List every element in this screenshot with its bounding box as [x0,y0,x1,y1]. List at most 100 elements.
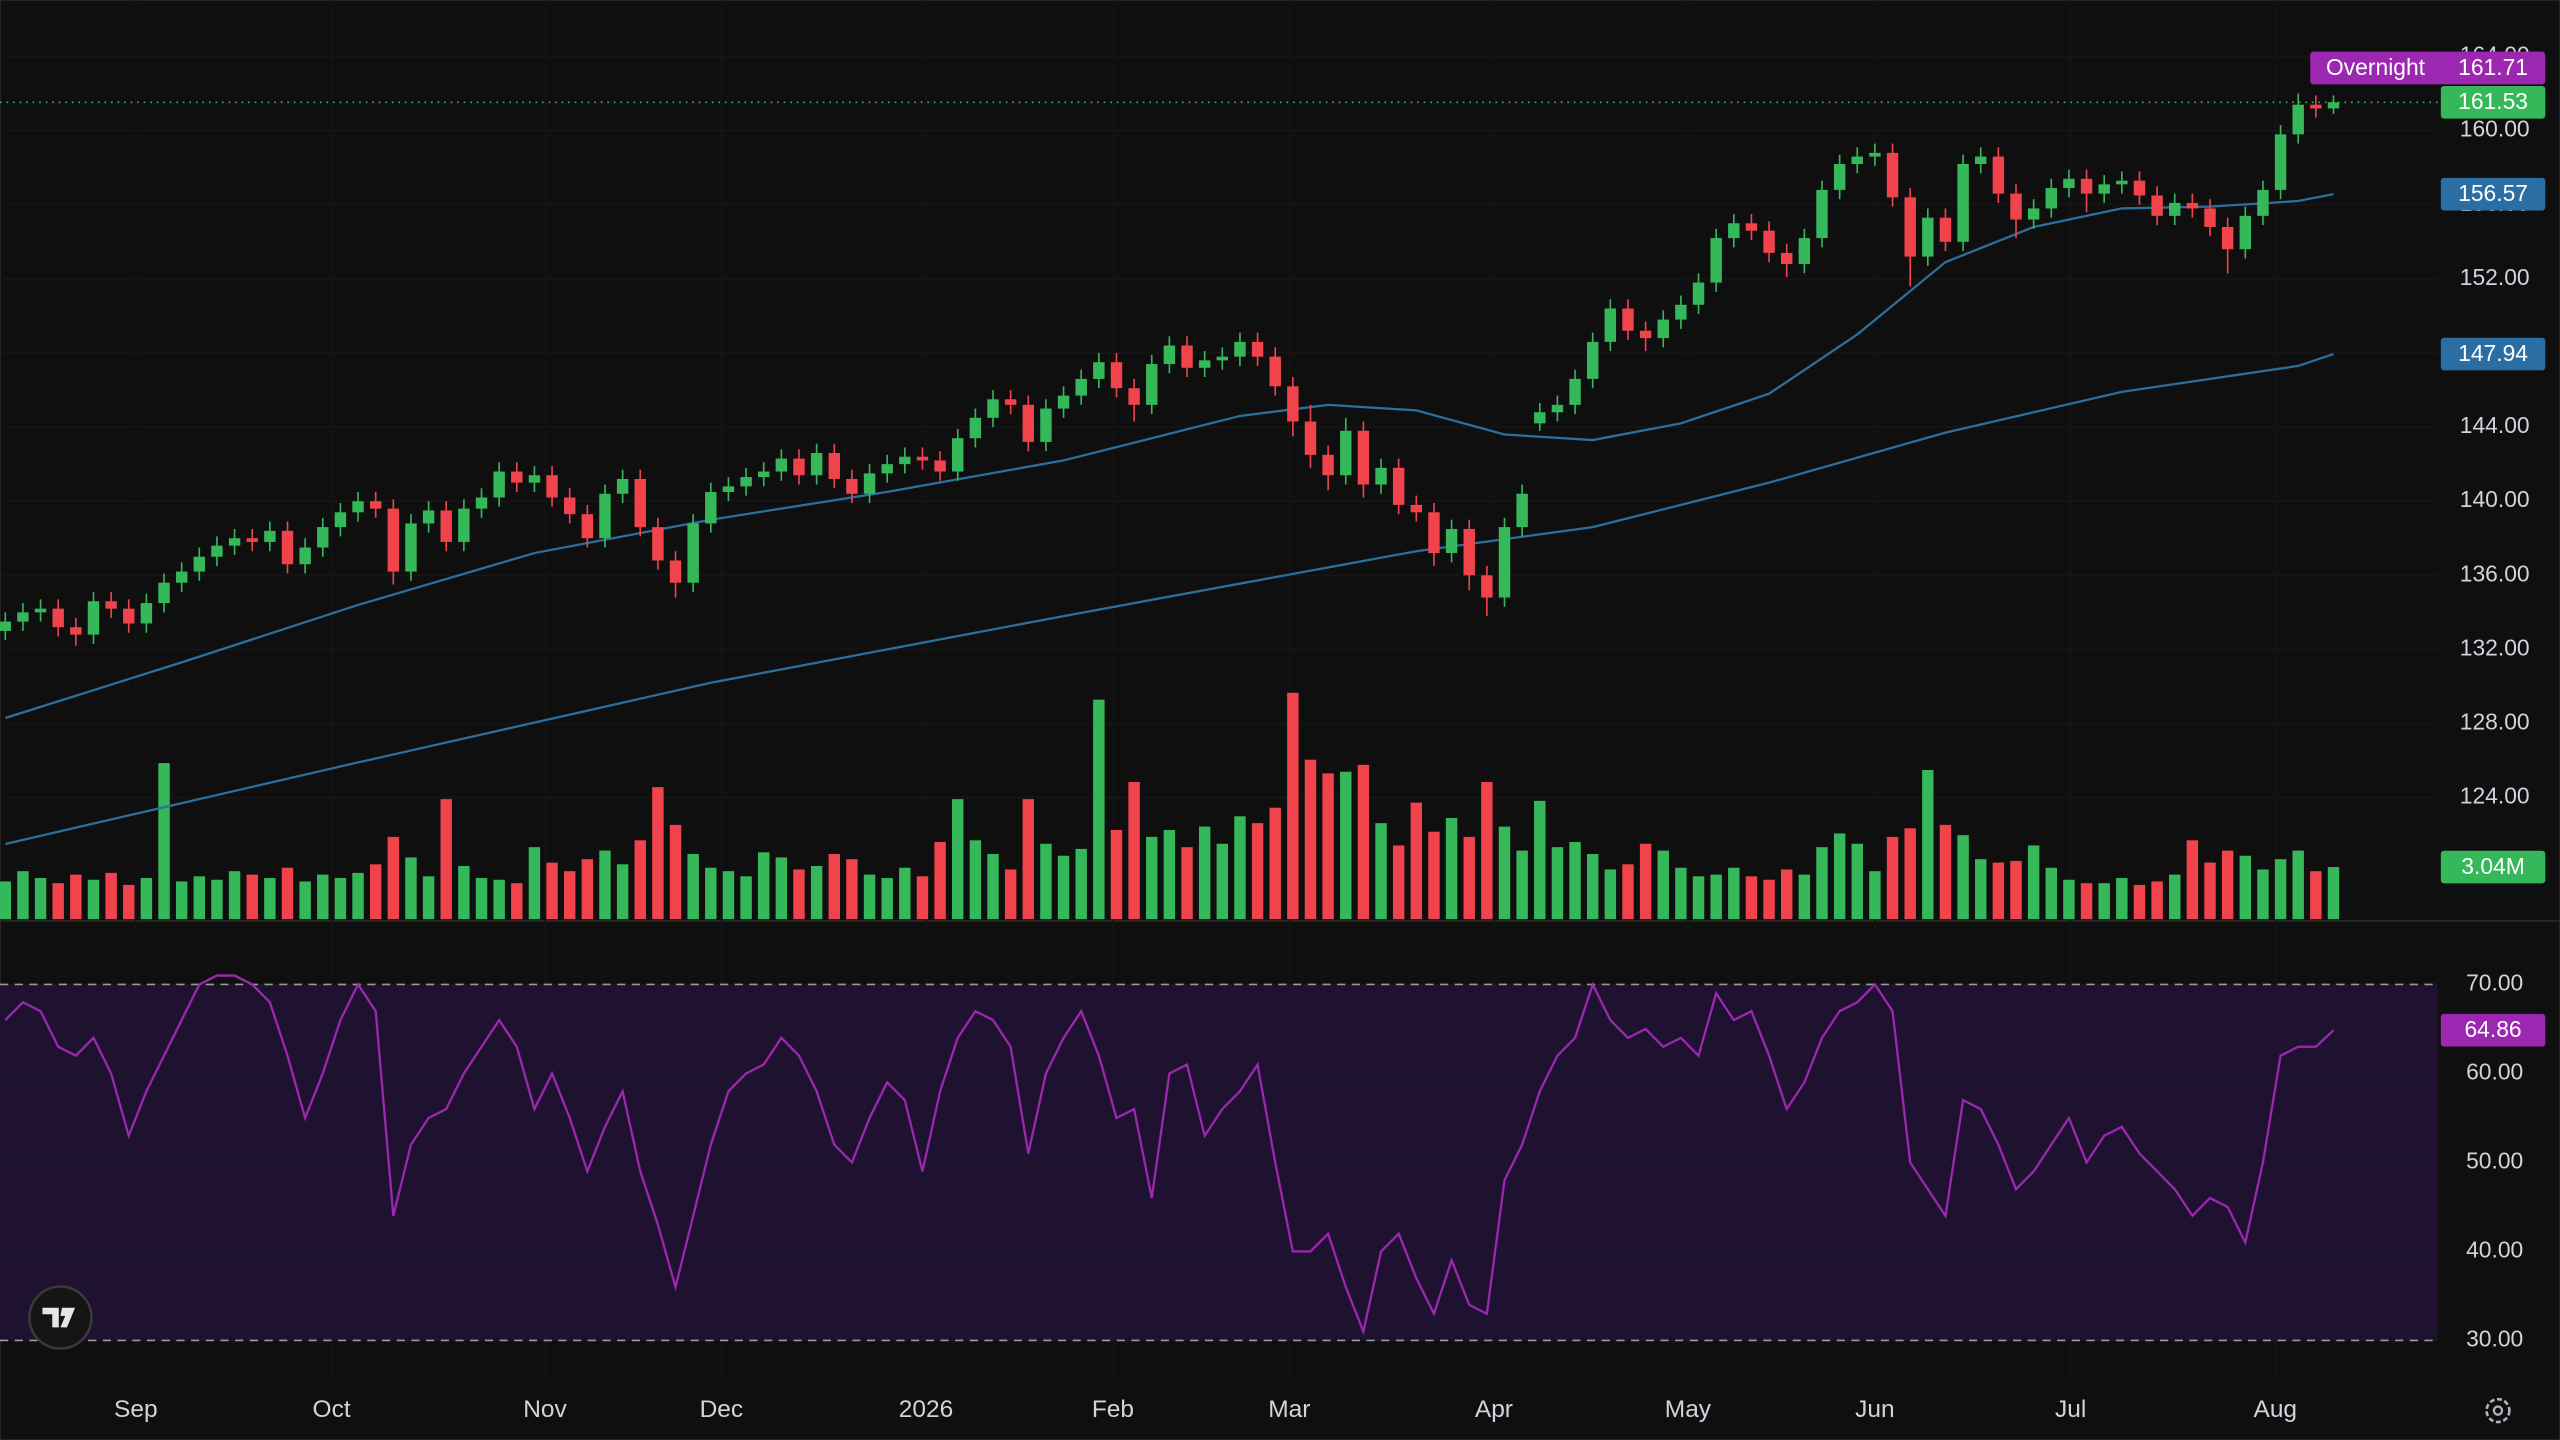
logo[interactable] [28,1285,93,1350]
volume-bar [1833,833,1846,920]
candle-body [2080,178,2093,194]
volume-bar [1604,869,1617,920]
candle-body [1110,362,1123,389]
candle-body [1428,512,1440,554]
logo-circle[interactable] [28,1285,93,1350]
candle-body [1304,421,1317,455]
candle-body [987,399,999,418]
candle-body [440,510,452,542]
candle-body [1639,330,1652,339]
volume-bar [1481,781,1493,920]
volume-bar [1939,824,1952,920]
candle-body [1657,319,1669,339]
volume-bar [1322,773,1334,920]
volume-bar [2098,883,2110,920]
volume-bar [228,871,241,920]
volume-bar [1639,843,1652,920]
candle-body [1392,467,1405,505]
x-tick-label: May [1665,1396,1712,1423]
candle-body [317,527,329,548]
candle-body [758,471,770,478]
volume-bar [211,879,223,920]
candle-body [1534,412,1546,424]
x-tick-label: Dec [700,1396,744,1423]
volume-bar [1375,823,1387,920]
y-tick-label: 128.00 [2460,709,2530,735]
candle-body [2257,189,2269,216]
x-tick-label: 2026 [899,1396,953,1423]
x-tick-label: Oct [313,1396,351,1423]
volume-bar [2063,879,2075,920]
volume-bar [2010,860,2022,920]
volume-bar [1675,867,1687,920]
settings-button[interactable] [2485,1397,2511,1424]
candle-body [264,530,276,542]
overnight-label: Overnight [2326,54,2426,80]
volume-bar [1886,836,1899,920]
candle-body [1004,399,1017,405]
volume-bar [722,871,735,920]
volume-bar [105,872,117,920]
candle-body [528,475,541,483]
x-tick-label: Apr [1475,1396,1513,1423]
candle-body [228,538,241,546]
gear-outer[interactable] [2485,1397,2511,1424]
price-badge-bg [2440,337,2546,371]
candle-body [140,603,153,624]
candle-body [1357,430,1370,485]
volume-bar [1745,876,1758,920]
candle-body [87,601,100,635]
candle-body [493,471,505,498]
candle-body [2186,202,2199,209]
y-tick-label: 160.00 [2460,116,2530,142]
volume-bar [810,866,823,920]
volume-bar [1534,800,1546,920]
volume-bar [599,850,611,920]
candle-body [934,460,946,472]
candle-body [899,456,911,465]
candle-body [1481,575,1493,598]
candle-body [969,417,982,439]
candle-body [1075,378,1087,396]
candle-body [2274,134,2287,190]
y-tick-label: 132.00 [2460,634,2530,660]
volume-badge-bg [2440,850,2546,884]
volume-bar [440,799,452,920]
candle-body [1093,362,1105,379]
candle-body [1057,395,1070,409]
gear-inner [2492,1405,2504,1416]
candle-body [599,493,611,539]
volume-bar [634,840,646,920]
volume-bar [775,857,788,920]
volume-bar [1234,816,1246,920]
volume-bar [987,854,999,920]
candle-body [1886,152,1899,198]
candle-body [2169,202,2181,216]
volume-bar [1498,826,1511,920]
candle-body [740,477,752,487]
volume-bar [1622,864,1634,920]
candle-body [1710,238,1722,283]
volume-bar [828,854,840,920]
candle-body [793,458,805,476]
candle-body [123,608,135,624]
candle-body [422,510,435,524]
candle-body [2045,188,2057,209]
volume-bar [899,867,911,920]
volume-bar [52,883,64,920]
y-tick-label: 60.00 [2466,1058,2523,1084]
candle-body [828,453,840,479]
candle-body [1516,493,1528,528]
candle-body [1287,386,1299,422]
volume-bar [705,867,717,920]
volume-bar [422,876,435,920]
candle-body [2133,180,2146,196]
volume-bar [687,854,699,920]
volume-bar [1586,854,1599,920]
volume-bar [1251,823,1264,920]
candle-body [193,556,206,572]
candle-body [722,486,735,492]
candle-body [863,473,876,494]
